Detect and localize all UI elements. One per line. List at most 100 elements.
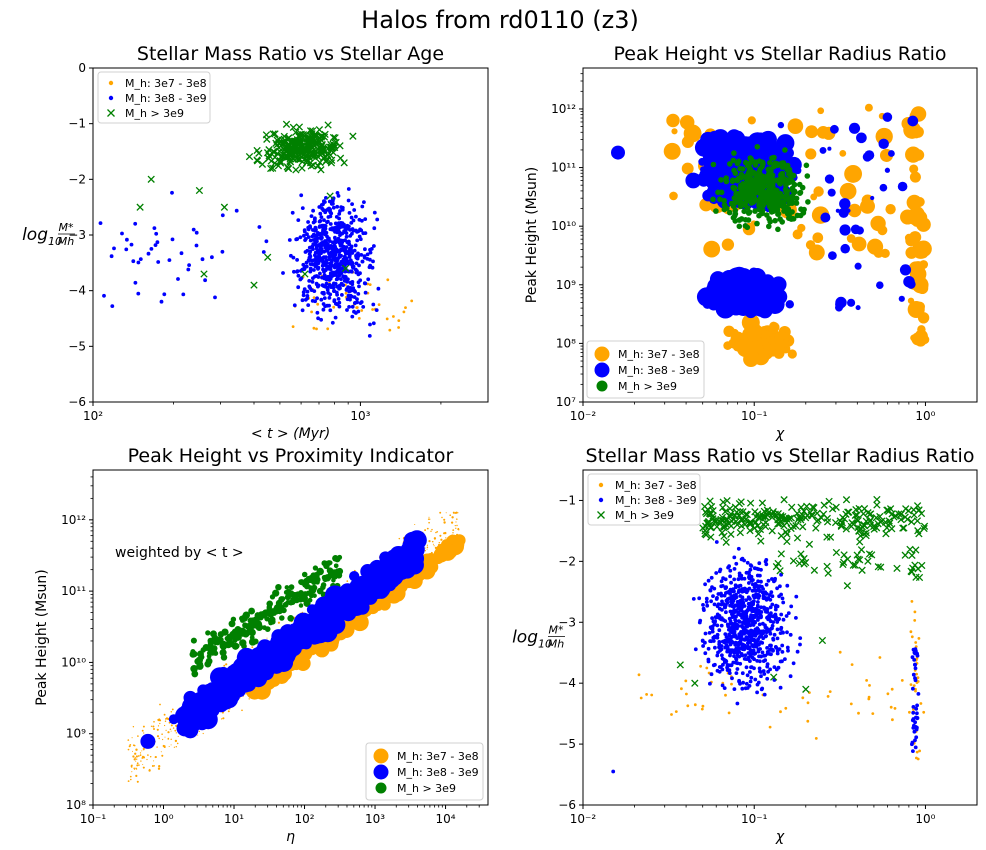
data-point bbox=[170, 724, 173, 727]
data-point bbox=[773, 187, 780, 194]
data-point bbox=[153, 760, 155, 762]
data-point bbox=[792, 229, 803, 240]
data-point bbox=[712, 602, 717, 607]
data-point bbox=[741, 208, 747, 215]
data-point bbox=[313, 216, 317, 221]
data-point bbox=[297, 130, 306, 138]
data-point bbox=[754, 220, 760, 227]
data-point bbox=[915, 750, 919, 754]
data-point bbox=[724, 585, 728, 589]
data-point bbox=[342, 254, 347, 259]
data-point bbox=[252, 638, 259, 645]
data-point bbox=[301, 290, 306, 295]
data-point bbox=[350, 231, 354, 236]
data-point bbox=[138, 257, 143, 261]
data-point bbox=[363, 290, 368, 295]
data-point bbox=[346, 187, 351, 191]
data-point bbox=[826, 695, 830, 698]
data-point bbox=[431, 540, 434, 543]
data-point bbox=[744, 681, 749, 686]
legend-frame bbox=[97, 71, 211, 124]
data-point bbox=[770, 602, 775, 607]
data-point bbox=[752, 566, 757, 571]
data-point bbox=[290, 210, 295, 215]
data-point bbox=[170, 710, 173, 713]
data-point bbox=[298, 603, 304, 608]
data-point bbox=[758, 191, 765, 197]
data-point bbox=[889, 705, 893, 709]
data-point bbox=[315, 310, 320, 315]
data-point bbox=[311, 242, 316, 247]
data-point bbox=[785, 206, 792, 212]
data-point bbox=[135, 774, 138, 778]
legend-marker bbox=[596, 380, 608, 392]
data-point bbox=[284, 164, 292, 172]
data-point bbox=[346, 261, 351, 265]
data-point bbox=[162, 292, 167, 297]
data-point bbox=[919, 244, 928, 253]
data-point bbox=[404, 306, 407, 309]
data-point bbox=[343, 238, 347, 243]
data-point bbox=[769, 177, 775, 183]
data-point bbox=[349, 221, 354, 225]
data-point bbox=[197, 734, 199, 736]
data-point bbox=[745, 673, 750, 678]
data-point bbox=[772, 632, 777, 637]
data-point bbox=[307, 279, 312, 283]
data-point bbox=[335, 230, 340, 235]
x-axis-label: η bbox=[286, 829, 295, 845]
data-point bbox=[328, 308, 333, 313]
data-point bbox=[326, 219, 330, 224]
data-point bbox=[133, 221, 138, 226]
data-point bbox=[793, 200, 800, 206]
panel-title: Stellar Mass Ratio vs Stellar Age bbox=[137, 43, 444, 65]
legend-marker bbox=[108, 80, 114, 86]
data-point bbox=[716, 650, 720, 655]
data-point bbox=[368, 283, 372, 286]
data-point bbox=[139, 752, 142, 754]
data-point bbox=[757, 666, 762, 671]
data-point bbox=[358, 271, 362, 276]
legend-marker bbox=[594, 362, 610, 378]
data-point bbox=[309, 634, 320, 645]
data-point bbox=[700, 170, 712, 182]
data-point bbox=[285, 589, 292, 596]
data-point bbox=[854, 262, 862, 270]
data-point bbox=[762, 672, 767, 676]
data-point bbox=[372, 226, 377, 231]
data-point bbox=[734, 191, 741, 197]
legend-frame bbox=[586, 340, 705, 399]
data-point bbox=[164, 720, 167, 722]
data-point bbox=[846, 208, 851, 213]
data-point bbox=[307, 284, 312, 289]
data-point bbox=[333, 315, 338, 320]
data-point bbox=[135, 760, 137, 762]
data-point bbox=[135, 755, 138, 758]
data-point bbox=[735, 701, 740, 706]
data-point bbox=[782, 147, 788, 153]
data-point bbox=[146, 251, 151, 256]
data-point bbox=[873, 248, 884, 258]
data-point bbox=[324, 121, 332, 129]
data-point bbox=[402, 310, 406, 314]
data-point bbox=[768, 605, 773, 610]
data-point bbox=[779, 219, 785, 225]
data-point bbox=[879, 183, 888, 192]
data-point bbox=[319, 251, 323, 256]
x-tick-label: 10³ bbox=[350, 409, 370, 423]
data-point bbox=[717, 628, 722, 633]
data-point bbox=[739, 576, 744, 581]
data-point bbox=[806, 719, 810, 723]
data-point bbox=[777, 121, 785, 129]
data-point bbox=[315, 126, 324, 134]
x-tick-label: 10² bbox=[83, 409, 103, 423]
data-point bbox=[227, 710, 230, 713]
data-point bbox=[153, 765, 156, 767]
labels-3: Peak Height vs Proximity IndicatorηPeak … bbox=[34, 445, 489, 845]
data-point bbox=[455, 512, 457, 514]
data-point bbox=[334, 568, 340, 574]
data-point bbox=[316, 275, 321, 279]
data-point bbox=[424, 529, 427, 532]
data-point bbox=[359, 253, 364, 257]
